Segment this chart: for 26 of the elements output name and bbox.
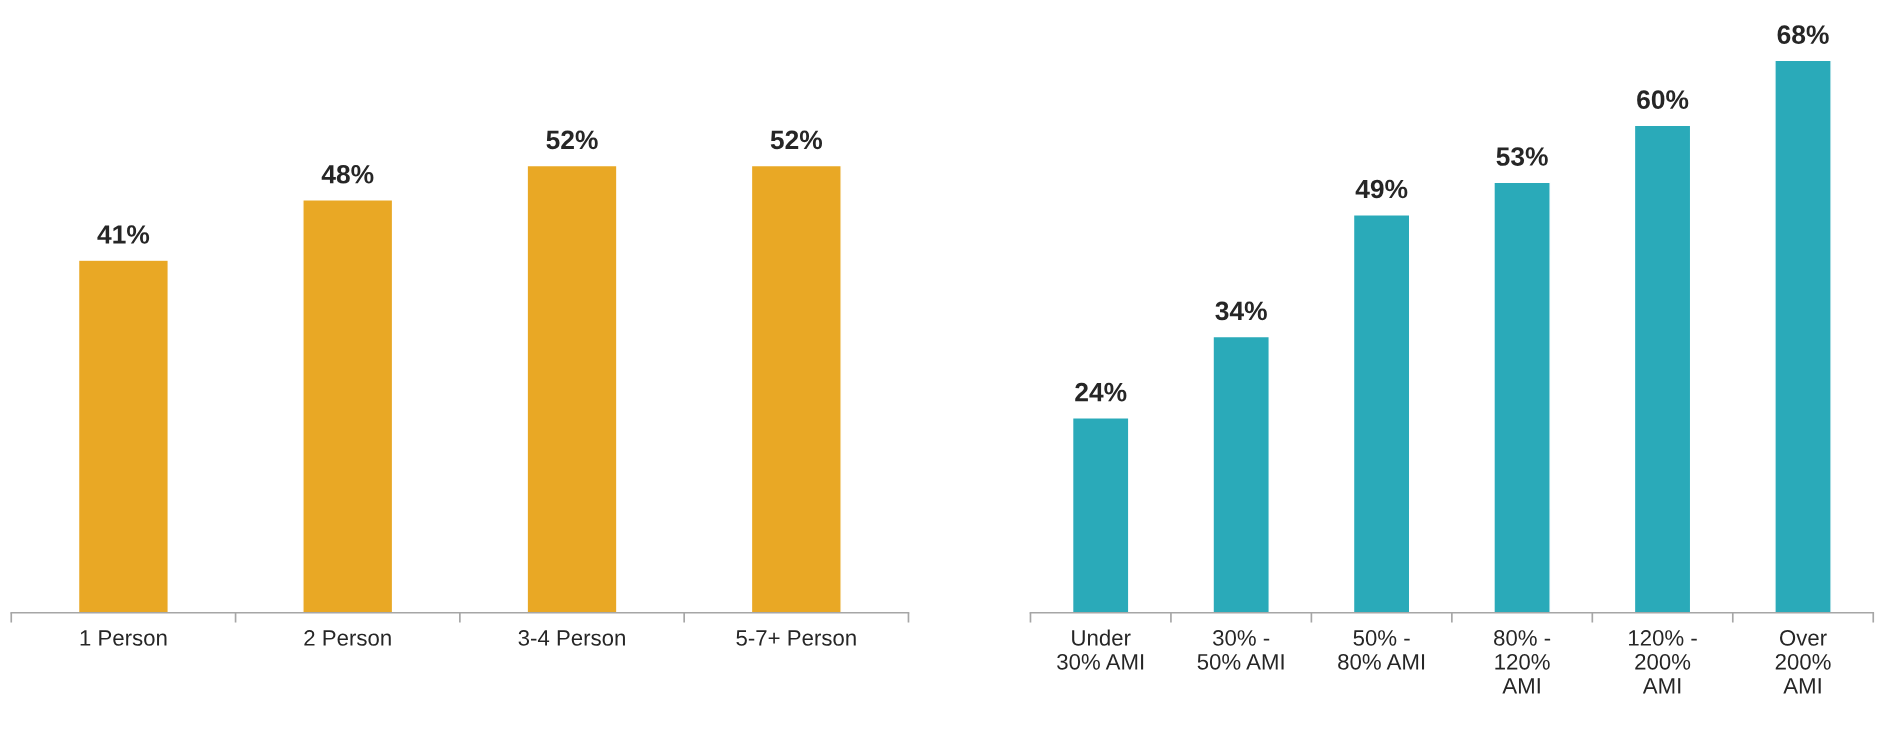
x-tick-label: Over 200% AMI bbox=[1775, 630, 1831, 694]
data-label: 52% bbox=[770, 130, 823, 150]
x-tick-label: 2 Person bbox=[304, 630, 391, 646]
data-label: 41% bbox=[97, 225, 150, 244]
x-tick-label: 30% - 50% AMI bbox=[1197, 630, 1284, 670]
x-tick-label: 120% - 200% AMI bbox=[1629, 630, 1697, 694]
data-label: 60% bbox=[1637, 90, 1689, 109]
data-label: 53% bbox=[1496, 147, 1548, 166]
x-tick-label: 3-4 Person bbox=[518, 630, 625, 646]
data-label: 48% bbox=[321, 164, 374, 184]
data-label: 68% bbox=[1777, 25, 1829, 44]
bar bbox=[1493, 181, 1551, 613]
data-label: 34% bbox=[1215, 301, 1267, 321]
data-label: 24% bbox=[1075, 382, 1127, 402]
data-label: 52% bbox=[546, 130, 598, 150]
data-label: 49% bbox=[1355, 179, 1408, 199]
bar bbox=[1212, 335, 1270, 613]
x-tick-label: 80% - 120% AMI bbox=[1494, 630, 1551, 694]
bar bbox=[1352, 213, 1411, 613]
bar bbox=[1633, 124, 1692, 613]
x-tick-label: 5-7+ Person bbox=[736, 630, 856, 646]
bar bbox=[1071, 417, 1130, 613]
x-tick-label: 50% - 80% AMI bbox=[1338, 630, 1425, 670]
bar bbox=[1774, 59, 1832, 613]
x-tick-label: Under 30% AMI bbox=[1057, 629, 1144, 670]
x-tick-label: 1 Person bbox=[80, 630, 167, 646]
